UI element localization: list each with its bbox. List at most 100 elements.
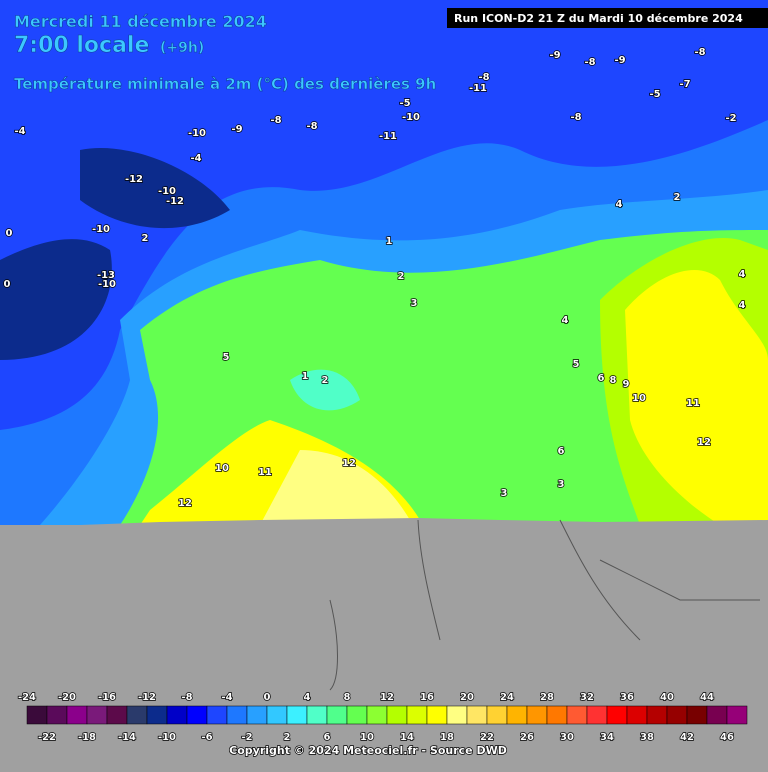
legend-label: -14 bbox=[118, 732, 136, 743]
legend-label: 22 bbox=[480, 732, 494, 743]
contour-label: -8 bbox=[570, 112, 581, 123]
legend-swatch bbox=[366, 705, 388, 725]
legend-swatch bbox=[206, 705, 228, 725]
legend-label: 30 bbox=[560, 732, 574, 743]
legend-label: 38 bbox=[640, 732, 654, 743]
legend-swatch bbox=[226, 705, 248, 725]
contour-label: -8 bbox=[270, 115, 281, 126]
legend-label: 14 bbox=[400, 732, 414, 743]
very-cold-field bbox=[0, 0, 768, 430]
contour-label: 4 bbox=[616, 199, 623, 210]
legend-swatch bbox=[166, 705, 188, 725]
contour-label: 4 bbox=[739, 300, 746, 311]
contour-label: 2 bbox=[322, 375, 329, 386]
contour-label: 12 bbox=[178, 498, 192, 509]
legend-label: -18 bbox=[78, 732, 96, 743]
contour-label: -8 bbox=[478, 72, 489, 83]
contour-label: -4 bbox=[190, 153, 201, 164]
contour-label: 8 bbox=[610, 375, 617, 386]
legend-swatch bbox=[286, 705, 308, 725]
time: 7:00 locale bbox=[14, 33, 149, 58]
legend-swatch bbox=[586, 705, 608, 725]
contour-label: -2 bbox=[725, 113, 736, 124]
legend-swatch bbox=[686, 705, 708, 725]
legend-swatch bbox=[626, 705, 648, 725]
legend-label: 36 bbox=[620, 692, 634, 703]
contour-label: 0 bbox=[6, 228, 13, 239]
contour-label: -10 bbox=[158, 186, 176, 197]
contour-label: -8 bbox=[306, 121, 317, 132]
legend-swatch bbox=[46, 705, 68, 725]
legend-label: -2 bbox=[241, 732, 252, 743]
cool-pocket bbox=[290, 369, 360, 411]
coldest-area bbox=[0, 148, 230, 360]
contour-label: 6 bbox=[558, 446, 565, 457]
contour-label: -12 bbox=[166, 196, 184, 207]
legend-label: 40 bbox=[660, 692, 674, 703]
legend-label: 34 bbox=[600, 732, 614, 743]
legend-label: -22 bbox=[38, 732, 56, 743]
legend-label: 46 bbox=[720, 732, 734, 743]
no-data-area bbox=[0, 518, 768, 690]
legend-swatch bbox=[706, 705, 728, 725]
legend-swatch bbox=[606, 705, 628, 725]
contour-label: 5 bbox=[573, 359, 580, 370]
legend-label: -16 bbox=[98, 692, 116, 703]
contour-label: 12 bbox=[342, 458, 356, 469]
legend-swatch bbox=[666, 705, 688, 725]
contour-label: -13 bbox=[97, 270, 115, 281]
legend-label: 16 bbox=[420, 692, 434, 703]
legend-swatch bbox=[386, 705, 408, 725]
legend-label: -20 bbox=[58, 692, 76, 703]
legend-swatch bbox=[426, 705, 448, 725]
legend-label: 26 bbox=[520, 732, 534, 743]
contour-label: -8 bbox=[584, 57, 595, 68]
legend-swatch bbox=[186, 705, 208, 725]
legend-label: -6 bbox=[201, 732, 212, 743]
footer: Copyright © 2024 Meteociel.fr - Source D… bbox=[229, 744, 507, 757]
contour-label: 10 bbox=[215, 463, 229, 474]
contour-label: 0 bbox=[4, 279, 11, 290]
legend-swatch bbox=[466, 705, 488, 725]
legend-swatch bbox=[406, 705, 428, 725]
legend-swatch bbox=[446, 705, 468, 725]
contour-label: 11 bbox=[686, 398, 700, 409]
run-box bbox=[447, 8, 768, 28]
contour-label: -5 bbox=[649, 89, 660, 100]
legend-label: -8 bbox=[181, 692, 192, 703]
legend-label: 20 bbox=[460, 692, 474, 703]
legend-swatch bbox=[526, 705, 548, 725]
legend-label: 4 bbox=[304, 692, 311, 703]
legend-label: 44 bbox=[700, 692, 714, 703]
legend-swatch bbox=[546, 705, 568, 725]
borders bbox=[329, 519, 760, 691]
contour-label: 4 bbox=[739, 269, 746, 280]
contour-label: -9 bbox=[549, 50, 560, 61]
legend-swatch bbox=[346, 705, 368, 725]
legend-label: -24 bbox=[18, 692, 36, 703]
legend-label: 8 bbox=[344, 692, 351, 703]
legend-swatch bbox=[26, 705, 48, 725]
legend-swatch bbox=[486, 705, 508, 725]
legend-swatch bbox=[326, 705, 348, 725]
contour-label: 2 bbox=[398, 271, 405, 282]
legend-swatch bbox=[506, 705, 528, 725]
variable: Température minimale à 2m (°C) des derni… bbox=[14, 75, 436, 93]
contour-label: -12 bbox=[125, 174, 143, 185]
legend-swatch bbox=[246, 705, 268, 725]
legend-swatch bbox=[646, 705, 668, 725]
contour-label: 3 bbox=[501, 488, 508, 499]
contour-label: 12 bbox=[697, 437, 711, 448]
legend-label: -10 bbox=[158, 732, 176, 743]
legend-label: 0 bbox=[264, 692, 271, 703]
offset: (+9h) bbox=[160, 40, 204, 56]
legend-swatch bbox=[106, 705, 128, 725]
contour-label: 3 bbox=[558, 479, 565, 490]
contour-label: -5 bbox=[399, 98, 410, 109]
contour-label: 6 bbox=[598, 373, 605, 384]
contour-label: -11 bbox=[469, 83, 487, 94]
legend-swatch bbox=[726, 705, 748, 725]
legend-swatch bbox=[66, 705, 88, 725]
legend-label: -4 bbox=[221, 692, 232, 703]
